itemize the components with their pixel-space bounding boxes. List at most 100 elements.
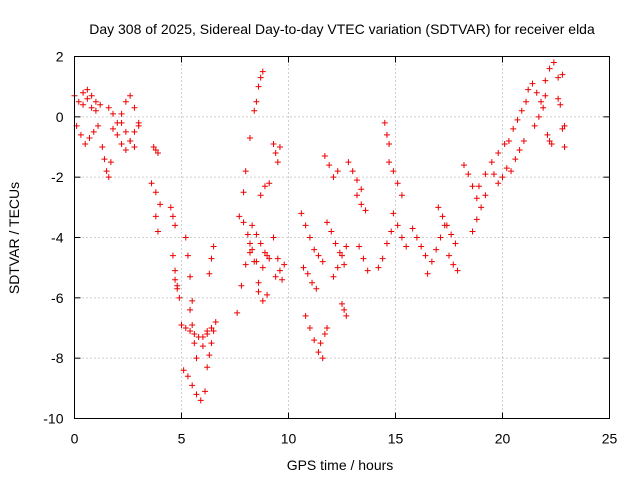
series-arc-47 <box>409 225 429 259</box>
series-arc-49 <box>435 204 459 247</box>
series-arc-46 <box>390 210 410 250</box>
data-point <box>304 270 311 277</box>
series-arc-50 <box>446 252 461 274</box>
data-point <box>199 343 206 350</box>
data-point <box>238 282 245 289</box>
data-point <box>270 234 277 241</box>
series-arc-29 <box>270 140 283 166</box>
data-point <box>77 131 84 138</box>
data-point <box>360 255 367 262</box>
series-arc-45 <box>386 159 405 199</box>
data-point <box>341 306 348 313</box>
data-point <box>475 183 482 190</box>
series-arc-43 <box>375 228 395 271</box>
data-point <box>413 234 420 241</box>
series-arc-19 <box>199 325 215 350</box>
data-point <box>266 180 273 187</box>
y-tick-label: -4 <box>51 230 64 246</box>
data-point <box>388 228 395 235</box>
data-point <box>92 107 99 114</box>
data-point <box>251 258 258 265</box>
data-point <box>86 134 93 141</box>
data-point <box>270 140 277 147</box>
series-arc-21 <box>234 249 253 316</box>
data-point <box>82 140 89 147</box>
data-point <box>208 340 215 347</box>
series-arc-42 <box>356 243 371 274</box>
data-point <box>272 150 279 157</box>
data-point <box>381 119 388 126</box>
data-point <box>379 255 386 262</box>
series-arc-51 <box>460 162 480 202</box>
data-point <box>495 180 502 187</box>
data-point <box>244 231 251 238</box>
data-point <box>364 267 371 274</box>
data-point <box>559 125 566 132</box>
data-point <box>281 261 288 268</box>
data-point <box>422 252 429 259</box>
data-point <box>80 101 87 108</box>
data-point <box>97 101 104 108</box>
data-point <box>114 131 121 138</box>
data-point <box>184 373 191 380</box>
series-arc-34 <box>302 312 326 362</box>
data-point <box>202 388 209 395</box>
data-point <box>257 74 264 81</box>
series-arc-40 <box>345 159 365 193</box>
data-point <box>178 321 185 328</box>
data-point <box>332 240 339 247</box>
data-point <box>311 337 318 344</box>
series-arc-01 <box>71 92 104 114</box>
data-point <box>330 273 337 280</box>
data-point <box>255 279 262 286</box>
series-arc-39 <box>339 300 350 319</box>
data-point <box>460 162 467 169</box>
data-point <box>176 294 183 301</box>
data-point <box>454 267 461 274</box>
data-point <box>208 325 215 331</box>
series-arc-54 <box>490 165 510 187</box>
data-point <box>334 168 341 175</box>
data-point <box>383 240 390 247</box>
data-point <box>272 273 279 280</box>
data-point <box>330 174 337 181</box>
data-point <box>131 104 138 111</box>
series-arc-16 <box>182 234 196 304</box>
data-point <box>187 306 194 313</box>
data-point <box>315 349 322 356</box>
data-point <box>473 216 480 223</box>
data-point <box>505 137 512 144</box>
data-point <box>240 189 247 196</box>
data-point <box>514 116 521 123</box>
data-point <box>298 210 305 217</box>
data-point <box>403 243 410 250</box>
x-tick-label: 0 <box>71 431 79 447</box>
data-point <box>339 252 345 259</box>
data-point <box>328 228 335 235</box>
series-arc-25 <box>246 240 271 286</box>
data-point <box>187 273 194 280</box>
y-tick-label: -8 <box>51 350 64 366</box>
data-point <box>321 153 328 160</box>
data-point <box>257 192 264 199</box>
data-point <box>452 240 459 247</box>
data-point <box>437 234 444 241</box>
x-tick-label: 20 <box>495 431 511 447</box>
data-point <box>510 125 517 132</box>
series-arc-35 <box>317 325 331 347</box>
data-point <box>118 110 125 117</box>
data-point <box>495 150 502 157</box>
data-point <box>482 192 489 199</box>
data-point <box>274 159 281 166</box>
data-point <box>242 261 249 268</box>
data-point <box>253 98 260 105</box>
data-point <box>548 140 555 147</box>
data-point <box>336 249 343 256</box>
data-point <box>182 325 189 331</box>
data-point <box>469 183 476 190</box>
data-point <box>131 128 138 135</box>
data-point <box>317 340 324 347</box>
data-point <box>169 213 176 220</box>
data-point <box>174 285 181 292</box>
data-point <box>110 125 117 132</box>
